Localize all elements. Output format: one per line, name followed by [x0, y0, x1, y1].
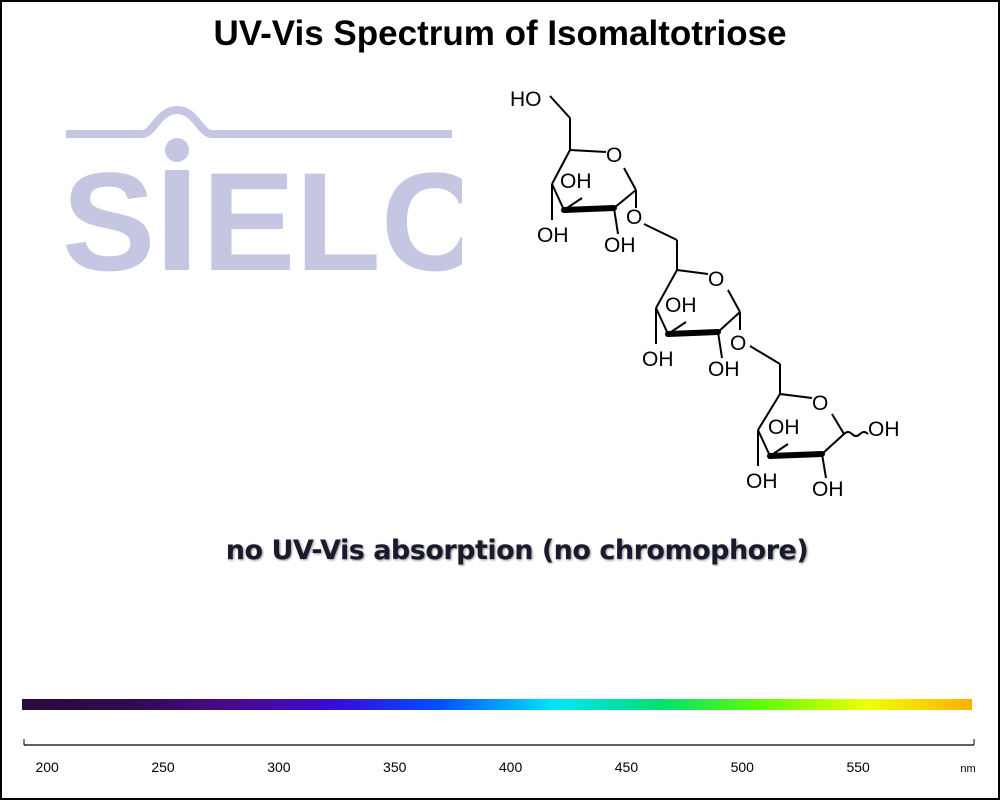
molecule-label: O	[606, 144, 622, 167]
molecule-label: OH	[708, 358, 740, 381]
x-tick-label: 200	[35, 759, 59, 775]
spectrum-color-bar	[22, 699, 972, 710]
chart-title: UV-Vis Spectrum of Isomaltotriose	[213, 14, 787, 53]
molecule-label: OH	[812, 478, 844, 501]
chart-annotation: no UV-Vis absorption (no chromophore)	[225, 535, 809, 566]
x-tick-label: 400	[499, 759, 523, 775]
svg-text:ELC: ELC	[202, 143, 462, 287]
molecule-label: OH	[560, 170, 592, 193]
molecule-label: OH	[604, 234, 636, 257]
molecule-label: OH	[868, 418, 900, 441]
x-tick-label: 450	[615, 759, 639, 775]
molecule-label: OH	[665, 294, 697, 317]
sielc-logo: S ELC	[62, 105, 462, 287]
molecule-label: OH	[768, 416, 800, 439]
molecule-label: O	[626, 206, 642, 229]
x-tick-label: 300	[267, 759, 291, 775]
x-tick-label: 350	[383, 759, 407, 775]
molecule-label: OH	[642, 348, 674, 371]
isomaltotriose-structure: HO O OH OH OH O O OH OH OH O O OH OH OH …	[510, 88, 900, 501]
x-tick-label: 250	[151, 759, 175, 775]
x-axis-unit: nm	[960, 763, 975, 775]
x-tick-label: 550	[846, 759, 870, 775]
molecule-label: OH	[537, 224, 569, 247]
x-tick-label: 500	[731, 759, 755, 775]
molecule-label: OH	[746, 470, 778, 493]
molecule-label: O	[730, 332, 746, 355]
molecule-label: HO	[510, 88, 542, 111]
svg-text:S: S	[62, 143, 155, 287]
molecule-label: O	[812, 392, 828, 415]
molecule-label: O	[708, 268, 724, 291]
x-axis: 200 250 300 350 400 450 500 550 nm	[23, 739, 976, 775]
